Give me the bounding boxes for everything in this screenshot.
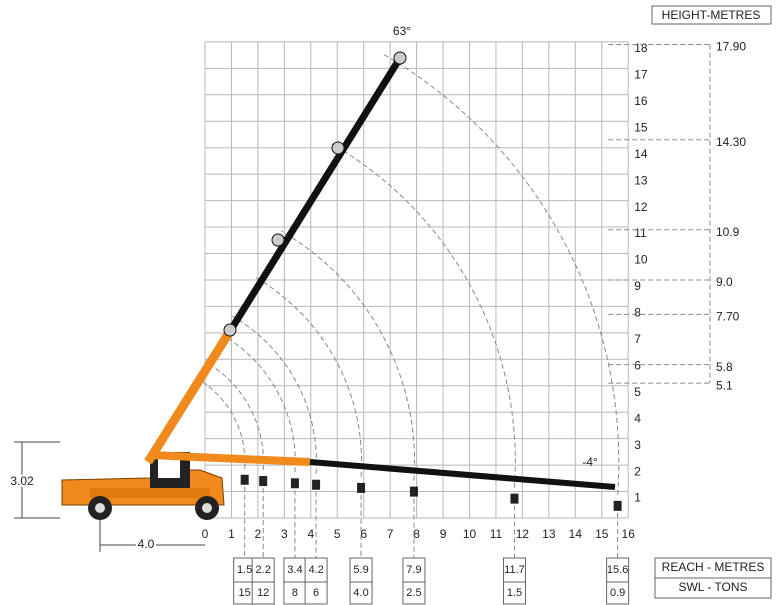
hook xyxy=(510,493,519,504)
x-tick-label: 7 xyxy=(387,527,394,541)
height-title: HEIGHT-METRES xyxy=(662,8,761,22)
max-height-label: 10.9 xyxy=(716,225,740,239)
swl-label: SWL - TONS xyxy=(678,580,747,594)
boom-upper xyxy=(229,56,403,330)
x-tick-label: 16 xyxy=(622,527,636,541)
swl-box xyxy=(502,581,526,605)
swl-value: 6 xyxy=(313,587,319,599)
x-tick-label: 4 xyxy=(307,527,314,541)
y-tick-label: 10 xyxy=(634,253,648,267)
crane-truck xyxy=(61,51,616,520)
length-dim-label: 4.0 xyxy=(138,537,155,551)
swl-box xyxy=(251,581,275,605)
y-tick-label: 18 xyxy=(634,41,648,55)
y-tick-label: 15 xyxy=(634,120,648,134)
x-tick-label: 14 xyxy=(569,527,583,541)
max-height-label: 9.0 xyxy=(716,275,733,289)
x-tick-label: 0 xyxy=(202,527,209,541)
reach-label: REACH - METRES xyxy=(662,560,765,574)
reach-arc xyxy=(231,315,317,474)
swl-value: 15 xyxy=(239,587,251,599)
hook xyxy=(259,476,268,487)
hook xyxy=(613,500,622,511)
swl-box xyxy=(304,581,328,605)
y-tick-label: 16 xyxy=(634,94,648,108)
labels: HEIGHT-METRES 63° -4° 3.02 4.0 REACH - M… xyxy=(8,5,772,599)
max-angle: 63° xyxy=(393,24,411,38)
max-height-label: 5.1 xyxy=(716,378,733,392)
y-tick-label: 3 xyxy=(634,438,641,452)
x-tick-label: 10 xyxy=(463,527,477,541)
reach-arc xyxy=(383,53,620,495)
boom-lower xyxy=(144,325,236,465)
hook xyxy=(409,486,418,497)
reach-arc xyxy=(205,361,264,471)
reach-arc xyxy=(331,143,516,488)
min-angle: -4° xyxy=(582,455,598,469)
max-height-label: 14.30 xyxy=(716,135,746,149)
x-tick-label: 1 xyxy=(228,527,235,541)
x-tick-label: 3 xyxy=(281,527,288,541)
boom-flat-lower xyxy=(149,451,311,466)
reach-arc xyxy=(254,276,363,477)
hook xyxy=(240,474,249,485)
reach-value: 15.6 xyxy=(607,564,628,576)
height-dim-label: 3.02 xyxy=(10,474,34,488)
reach-value: 5.9 xyxy=(353,564,368,576)
reach-arc xyxy=(221,334,296,473)
x-tick-label: 13 xyxy=(542,527,556,541)
reach-value: 7.9 xyxy=(406,564,421,576)
max-height-label: 7.70 xyxy=(716,310,740,324)
swl-value: 12 xyxy=(257,587,269,599)
y-tick-label: 4 xyxy=(634,411,641,425)
grid: 0 1 2 3 4 5 6 7 8 9 10 11 12 13 14 15 161234567891011121… xyxy=(202,40,747,541)
swl-box xyxy=(402,581,426,605)
x-tick-label: 6 xyxy=(360,527,367,541)
reach-arc xyxy=(281,230,416,481)
hook xyxy=(357,482,366,493)
reach-arcs: 1.5152.2123.484.265.94.07.92.511.71.515.… xyxy=(196,53,630,605)
swl-value: 1.5 xyxy=(507,587,522,599)
y-tick-label: 12 xyxy=(634,200,648,214)
reach-value: 1.5 xyxy=(237,564,252,576)
y-tick-label: 9 xyxy=(634,279,641,293)
cab-window xyxy=(158,458,180,478)
x-tick-label: 2 xyxy=(255,527,262,541)
y-tick-label: 8 xyxy=(634,306,641,320)
max-height-label: 17.90 xyxy=(716,40,746,54)
swl-box xyxy=(606,581,630,605)
swl-value: 0.9 xyxy=(610,587,625,599)
x-tick-label: 12 xyxy=(516,527,530,541)
y-tick-label: 2 xyxy=(634,464,641,478)
x-tick-label: 11 xyxy=(490,527,503,541)
y-tick-label: 5 xyxy=(634,385,641,399)
y-tick-label: 6 xyxy=(634,358,641,372)
y-tick-label: 14 xyxy=(634,147,648,161)
x-tick-label: 5 xyxy=(334,527,341,541)
swl-box xyxy=(349,581,373,605)
y-tick-label: 13 xyxy=(634,173,648,187)
hook xyxy=(290,478,299,489)
reach-value: 11.7 xyxy=(504,564,525,576)
title-box xyxy=(651,5,772,25)
y-tick-label: 1 xyxy=(634,491,641,505)
reach-value: 2.2 xyxy=(256,564,271,576)
boom-flat-upper xyxy=(309,459,616,490)
y-tick-label: 7 xyxy=(634,332,641,346)
y-tick-label: 11 xyxy=(634,226,647,240)
swl-value: 2.5 xyxy=(406,587,421,599)
reach-value: 4.2 xyxy=(308,564,323,576)
hook xyxy=(312,479,321,490)
swl-value: 4.0 xyxy=(353,587,368,599)
y-tick-label: 17 xyxy=(634,68,648,82)
x-tick-label: 8 xyxy=(413,527,420,541)
swl-value: 8 xyxy=(292,587,298,599)
x-tick-label: 9 xyxy=(440,527,447,541)
reach-value: 3.4 xyxy=(287,564,302,576)
x-tick-label: 15 xyxy=(595,527,609,541)
max-height-label: 5.8 xyxy=(716,360,733,374)
